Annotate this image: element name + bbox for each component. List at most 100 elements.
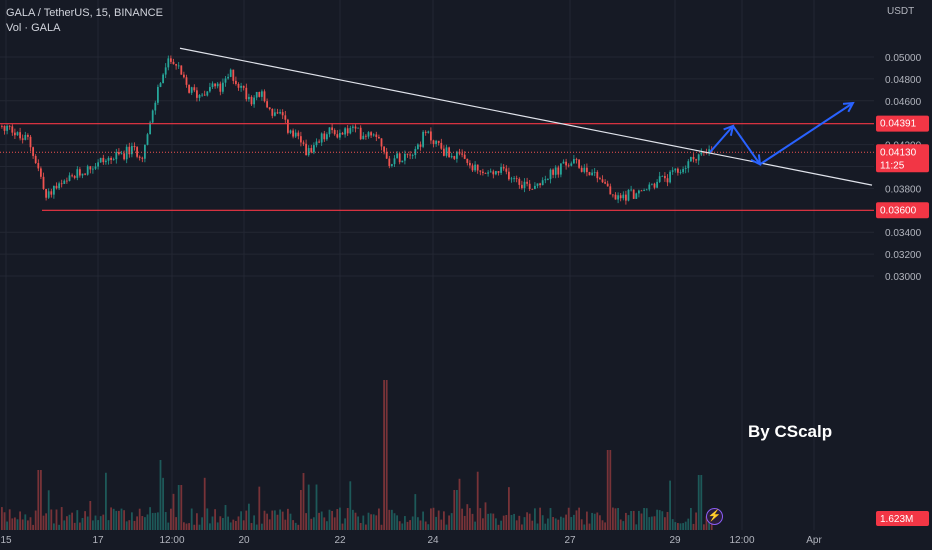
- volume-bar: [697, 475, 700, 530]
- volume-bar: [253, 515, 255, 530]
- volume-bar: [185, 523, 188, 530]
- candle-body: [313, 145, 315, 153]
- candle-body: [541, 180, 544, 186]
- volume-bar: [492, 513, 495, 530]
- candle-body: [86, 166, 89, 175]
- trendline-layer: [179, 47, 873, 186]
- volume-bar: [216, 522, 219, 530]
- candle-body: [476, 164, 479, 171]
- volume-bar: [279, 509, 281, 530]
- candle-body: [687, 161, 690, 169]
- volume-bar: [136, 516, 138, 530]
- candle-body: [601, 179, 604, 183]
- volume-bar: [606, 450, 609, 530]
- candle-body: [94, 166, 97, 169]
- volume-bar: [536, 523, 539, 530]
- volume-bar: [21, 519, 24, 530]
- candle-body: [385, 151, 388, 159]
- volume-indicator-label[interactable]: Vol · GALA: [6, 22, 61, 34]
- volume-bar: [643, 507, 645, 530]
- volume-bar: [323, 517, 326, 530]
- volume-bar: [526, 512, 528, 530]
- chart-legend: GALA / TetherUS, 15, BINANCE Vol · GALA: [6, 6, 163, 36]
- candle-body: [68, 175, 71, 181]
- volume-bar: [521, 524, 523, 530]
- volume-bar: [245, 510, 248, 530]
- volume-bar: [456, 490, 458, 530]
- candle-body: [42, 176, 45, 189]
- candle-body: [617, 195, 619, 200]
- volume-bar: [578, 507, 580, 530]
- volume-bar: [695, 512, 697, 530]
- candle-body: [359, 127, 362, 140]
- candle-body: [643, 190, 645, 191]
- volume-bar: [107, 520, 110, 530]
- candle-body: [697, 154, 700, 161]
- volume-bar: [380, 524, 383, 530]
- symbol-title[interactable]: GALA / TetherUS, 15, BINANCE: [6, 7, 163, 19]
- candle-body: [237, 83, 240, 88]
- volume-bar: [393, 513, 396, 530]
- time-axis[interactable]: 15 17 12:00 20 22 24 27 29 12:00 Apr: [0, 535, 822, 546]
- volume-bar: [710, 522, 713, 530]
- candle-body: [188, 84, 190, 93]
- candle-body: [583, 167, 586, 172]
- candle-body: [328, 127, 331, 135]
- volume-bar: [68, 514, 71, 530]
- candle-body: [684, 168, 687, 170]
- volume-bar: [518, 515, 521, 530]
- volume-bar: [250, 523, 253, 530]
- volume-bar: [112, 508, 115, 530]
- candle-body: [34, 155, 37, 164]
- volume-bar: [157, 512, 159, 530]
- x-tick-label: 15: [0, 535, 12, 546]
- candle-body: [404, 153, 406, 161]
- volume-bar: [596, 512, 599, 530]
- currency-label[interactable]: USDT: [887, 6, 915, 17]
- volume-bar: [302, 473, 305, 530]
- candle-body: [453, 156, 456, 159]
- candle-body: [297, 132, 300, 137]
- volume-bar: [73, 522, 76, 530]
- candle-body: [107, 157, 110, 161]
- volume-bar: [479, 508, 482, 530]
- candle-body: [193, 87, 196, 91]
- candle-body: [110, 157, 112, 160]
- candle-body: [37, 163, 40, 169]
- volume-bar: [344, 518, 346, 530]
- volume-bar: [528, 513, 531, 530]
- volume-bar: [586, 511, 588, 530]
- volume-bar: [458, 478, 461, 530]
- candle-body: [131, 146, 133, 155]
- candle-body: [575, 159, 578, 160]
- candle-body: [216, 83, 219, 87]
- candle-body: [547, 179, 549, 180]
- candle-body: [11, 126, 14, 133]
- candle-body: [180, 65, 183, 75]
- volume-bar: [71, 512, 73, 530]
- volume-bar: [131, 512, 133, 530]
- volume-bar: [40, 470, 42, 530]
- x-tick-label: 27: [564, 535, 576, 546]
- candle-body: [500, 167, 502, 173]
- candle-body: [573, 159, 575, 164]
- candle-body: [502, 167, 505, 169]
- volume-bar: [414, 494, 417, 530]
- volume-bar: [674, 522, 677, 530]
- resistance-tag-text: 0.04391: [880, 119, 917, 130]
- candle-body: [586, 167, 588, 173]
- volume-bar: [47, 490, 50, 530]
- candle-body: [560, 163, 562, 175]
- candle-body: [289, 130, 292, 133]
- volume-bar: [94, 515, 97, 530]
- candle-body: [128, 146, 131, 155]
- volume-bar: [497, 524, 500, 530]
- volume-bar: [198, 524, 201, 530]
- volume-bar: [203, 477, 206, 530]
- candle-body: [518, 178, 521, 185]
- candle-body: [370, 132, 372, 136]
- volume-bar: [110, 507, 112, 530]
- lightning-icon[interactable]: ⚡: [706, 508, 723, 525]
- candle-body: [162, 74, 164, 84]
